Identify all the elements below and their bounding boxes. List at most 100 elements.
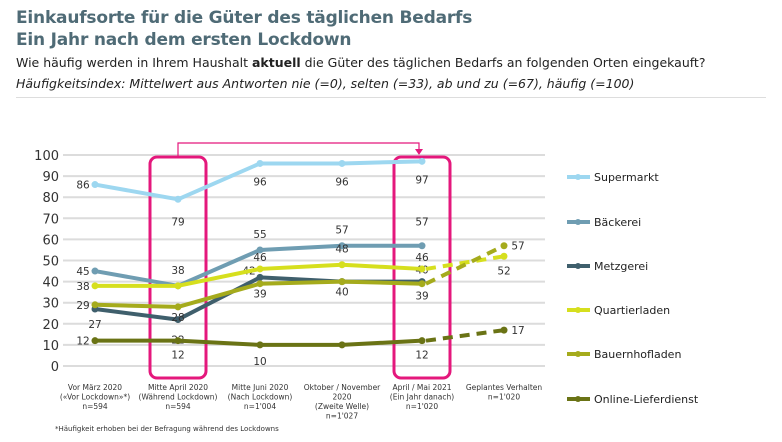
data-point: [174, 337, 182, 345]
data-point: [418, 157, 426, 165]
y-tick-label: 0: [51, 360, 59, 375]
question-text-end: die Güter des täglichen Bedarfs an folge…: [300, 55, 706, 70]
survey-question: Wie häufig werden in Ihrem Haushalt aktu…: [16, 55, 705, 70]
data-label: 52: [497, 265, 510, 277]
x-category-label: Geplantes Verhalten: [466, 383, 543, 392]
legend-marker: [575, 174, 581, 180]
legend-marker: [575, 307, 581, 313]
data-label: 12: [415, 350, 428, 362]
data-point: [418, 265, 426, 273]
data-label: 10: [253, 356, 266, 368]
x-category-label: (Nach Lockdown): [228, 393, 293, 402]
data-label: 38: [171, 265, 184, 277]
data-point: [91, 181, 99, 189]
legend-label: Bäckerei: [594, 216, 641, 229]
data-label: 96: [335, 176, 349, 188]
x-category-label: n=1'020: [488, 393, 520, 402]
data-label: 57: [511, 241, 524, 253]
y-tick-label: 50: [42, 255, 59, 270]
x-category-label: Oktober / November: [304, 383, 381, 392]
legend-label: Online-Lieferdienst: [594, 393, 699, 406]
x-category-label: Mitte April 2020: [148, 383, 208, 392]
data-point: [174, 282, 182, 290]
data-point: [256, 273, 264, 281]
data-label: 29: [76, 300, 89, 312]
data-point: [338, 261, 346, 269]
data-label: 55: [253, 229, 266, 241]
x-category-label: n=594: [82, 402, 108, 411]
data-point: [91, 282, 99, 290]
x-category-label: («Vor Lockdown»*): [60, 393, 130, 402]
y-tick-label: 90: [42, 170, 59, 185]
data-point: [338, 159, 346, 167]
divider: [16, 97, 766, 98]
x-category-label: Mitte Juni 2020: [232, 383, 289, 392]
x-category-label: n=594: [165, 402, 191, 411]
planned-line-3: [425, 254, 505, 271]
x-category-label: n=1'020: [406, 402, 438, 411]
data-point: [418, 242, 426, 250]
data-point: [338, 278, 346, 286]
data-label: 39: [415, 291, 428, 303]
data-label: 46: [253, 252, 267, 264]
data-label: 79: [171, 216, 184, 228]
legend-marker: [575, 351, 581, 357]
question-text: Wie häufig werden in Ihrem Haushalt: [16, 55, 252, 70]
data-point: [418, 280, 426, 288]
index-note: Häufigkeitsindex: Mittelwert aus Antwort…: [16, 76, 635, 91]
data-label: 39: [253, 289, 266, 301]
x-category-label: (Zweite Welle): [315, 402, 369, 411]
data-point: [91, 267, 99, 275]
y-tick-label: 80: [42, 191, 59, 206]
arrow-head: [415, 149, 423, 155]
legend-marker: [575, 396, 581, 402]
x-category-label: (Ein Jahr danach): [390, 393, 454, 402]
x-category-label: April / Mai 2021: [392, 383, 451, 392]
footnote: *Häufigkeit erhoben bei der Befragung wä…: [55, 425, 279, 433]
data-point: [91, 301, 99, 309]
x-category-label: n=1'027: [326, 412, 358, 421]
data-label: 96: [253, 176, 267, 188]
data-point: [91, 337, 99, 345]
data-point: [500, 242, 508, 250]
data-label: 97: [415, 174, 428, 186]
data-label: 57: [415, 217, 428, 229]
data-label: 57: [335, 225, 348, 237]
data-point: [338, 341, 346, 349]
x-category-label: 2020: [332, 393, 351, 402]
data-point: [338, 242, 346, 250]
data-label: 12: [171, 350, 184, 362]
data-point: [174, 316, 182, 324]
data-point: [256, 159, 264, 167]
chart-subtitle: Ein Jahr nach dem ersten Lockdown: [16, 30, 352, 50]
legend-label: Quartierladen: [594, 304, 670, 317]
data-point: [256, 246, 264, 254]
y-tick-label: 60: [42, 233, 59, 248]
data-label: 40: [335, 287, 348, 299]
data-label: 27: [88, 319, 101, 331]
legend-marker: [575, 263, 581, 269]
x-category-label: Vor März 2020: [68, 383, 122, 392]
y-tick-label: 40: [42, 276, 59, 291]
data-label: 38: [76, 281, 89, 293]
y-tick-label: 100: [34, 149, 59, 164]
comparison-arrow: [177, 142, 420, 156]
legend-label: Bauernhofladen: [594, 348, 681, 361]
legend-label: Supermarkt: [594, 171, 659, 184]
data-point: [256, 341, 264, 349]
data-label: 45: [76, 266, 89, 278]
data-point: [500, 252, 508, 260]
legend-label: Metzgerei: [594, 260, 648, 273]
data-point: [500, 326, 508, 334]
planned-line-4: [425, 243, 505, 286]
question-bold: aktuell: [251, 55, 301, 70]
data-point: [174, 303, 182, 311]
y-tick-label: 30: [42, 297, 59, 312]
data-label: 12: [76, 336, 89, 348]
legend-marker: [575, 219, 581, 225]
y-tick-label: 20: [42, 318, 59, 333]
planned-line-5: [425, 328, 505, 343]
highlight-box: [148, 155, 208, 380]
data-point: [174, 195, 182, 203]
